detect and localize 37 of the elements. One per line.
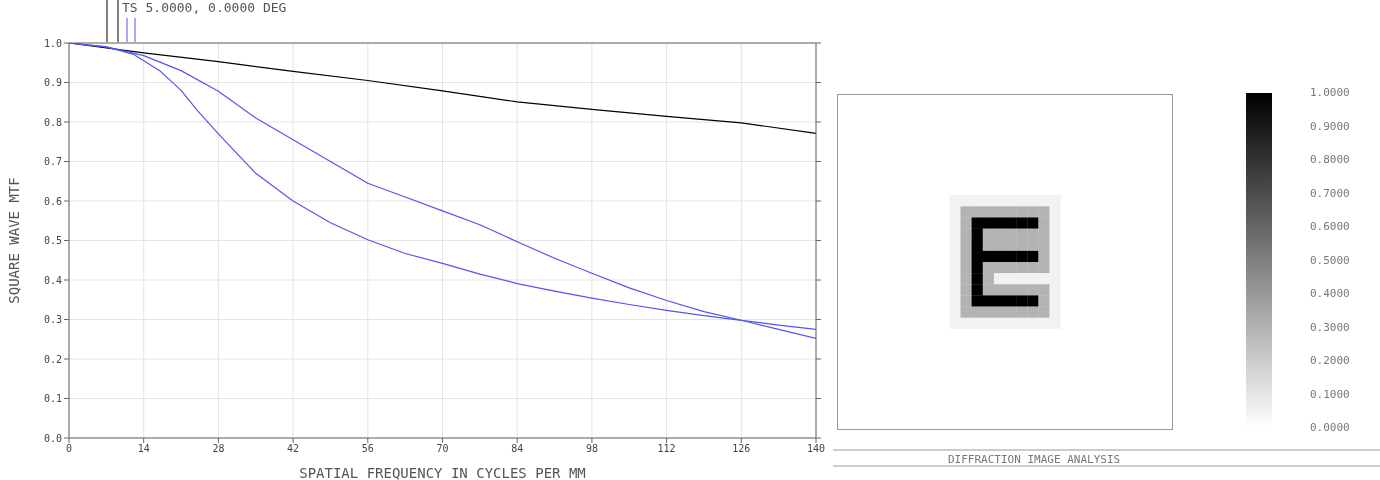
x-tick-label: 14 (137, 443, 150, 455)
color-bar-label: 0.1000 (1310, 387, 1350, 401)
x-tick-label: 84 (511, 443, 524, 455)
color-bar-label: 0.2000 (1310, 354, 1350, 367)
color-bar-label: 0.0000 (1310, 421, 1350, 434)
color-bar-label: 0.5000 (1310, 253, 1350, 267)
y-tick-label: 0.8 (43, 116, 62, 128)
y-tick-label: 0.4 (43, 274, 62, 286)
color-bar-label: 0.3000 (1310, 320, 1350, 334)
y-tick-label: 0.3 (43, 314, 62, 326)
y-tick-label: 0.0 (43, 432, 62, 444)
x-axis-title: SPATIAL FREQUENCY IN CYCLES PER MM (299, 465, 586, 480)
color-bar-label: 0.6000 (1310, 220, 1350, 233)
y-tick-label: 0.2 (43, 353, 62, 365)
y-tick-label: 0.5 (43, 235, 62, 247)
color-bar-label: 1.0000 (1310, 86, 1350, 99)
x-tick-label: 0 (65, 443, 73, 455)
x-tick-label: 140 (806, 443, 826, 455)
x-tick-label: 98 (585, 443, 598, 455)
color-bar-label: 0.8000 (1310, 153, 1350, 166)
color-bar-label: 0.9000 (1310, 119, 1350, 133)
y-axis-title: SQUARE WAVE MTF (5, 177, 22, 304)
x-tick-label: 70 (436, 443, 449, 455)
x-tick-label: 112 (657, 443, 676, 455)
y-tick-label: 0.6 (43, 195, 62, 207)
chart-title: TS 5.0000, 0.0000 DEG (122, 0, 287, 15)
y-tick-label: 0.9 (43, 77, 62, 89)
y-tick-label: 1.0 (43, 37, 62, 49)
x-tick-label: 126 (732, 443, 751, 455)
text: DIFFRACTION IMAGE ANALYSIS (948, 453, 1121, 466)
y-tick-label: 0.1 (43, 393, 62, 405)
color-bar-label: 0.4000 (1310, 287, 1350, 300)
x-tick-label: 28 (212, 443, 225, 455)
x-tick-label: 42 (287, 443, 300, 455)
color-bar-label: 0.7000 (1310, 186, 1350, 200)
y-tick-label: 0.7 (43, 156, 62, 168)
x-tick-label: 56 (361, 443, 374, 455)
